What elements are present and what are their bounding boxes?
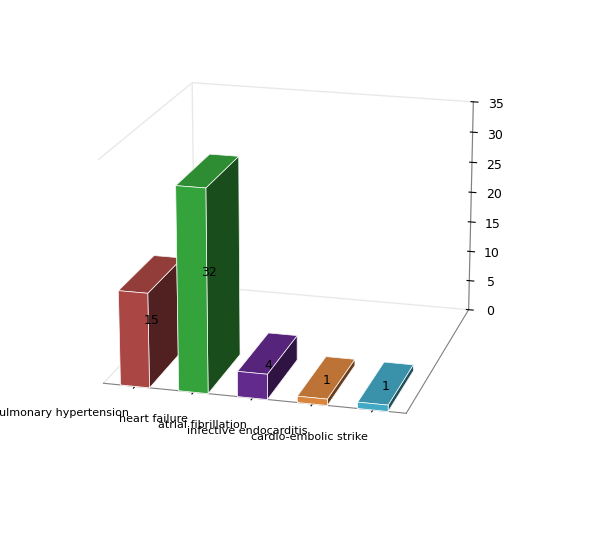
Legend: pulmonary hypertension, heart failure, atrial fibrillation, infective endocardit: pulmonary hypertension, heart failure, a… xyxy=(0,532,522,533)
